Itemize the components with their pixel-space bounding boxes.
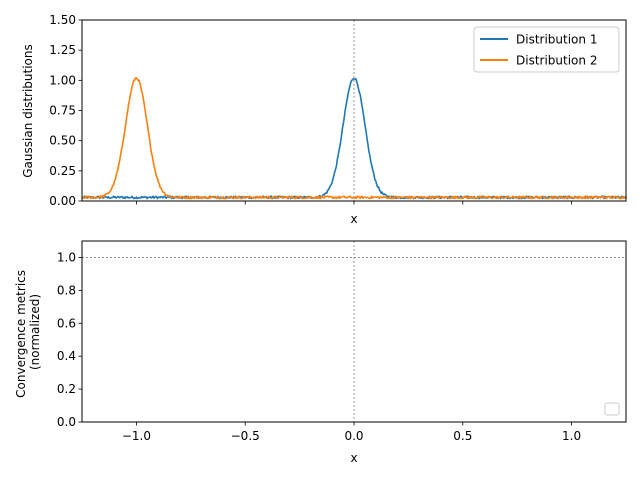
top-legend-box bbox=[473, 26, 620, 73]
top-series-group bbox=[81, 77, 627, 200]
bottom-y-tick-label: 0.8 bbox=[57, 283, 76, 297]
top-y-tick-label: 0.25 bbox=[49, 164, 76, 178]
top-y-tick-label: 1.25 bbox=[49, 43, 76, 57]
bottom-y-tick-label: 0.6 bbox=[57, 316, 76, 330]
bottom-y-axis: 0.0 0.2 0.4 0.6 0.8 1.0 bbox=[57, 250, 82, 429]
top-subplot: 0.00 0.25 0.50 0.75 1.00 1.25 1.50 x Gaussian … bbox=[21, 13, 627, 226]
bottom-x-tick-label: −1.0 bbox=[122, 429, 151, 443]
top-y-tick-label: 0.00 bbox=[49, 194, 76, 208]
bottom-legend-box bbox=[604, 402, 620, 416]
top-y-axis-label: Gaussian distributions bbox=[21, 44, 35, 178]
top-x-axis-label: x bbox=[350, 212, 357, 226]
bottom-y-axis-label: Convergence metrics (normalized) bbox=[14, 266, 42, 398]
legend-label-distribution-2: Distribution 2 bbox=[516, 54, 597, 68]
bottom-y-tick-label: 0.4 bbox=[57, 349, 76, 363]
top-legend: Distribution 1 Distribution 2 bbox=[473, 26, 620, 73]
bottom-subplot: 0.0 0.2 0.4 0.6 0.8 1.0 −1.0 −0.5 0.0 0.5 1.0 x C… bbox=[14, 240, 627, 465]
bottom-x-tick-label: 1.0 bbox=[562, 429, 581, 443]
bottom-x-tick-label: −0.5 bbox=[231, 429, 260, 443]
bottom-x-tick-label: 0.0 bbox=[344, 429, 363, 443]
bottom-y-tick-label: 1.0 bbox=[57, 250, 76, 264]
top-y-tick-label: 0.75 bbox=[49, 104, 76, 118]
bottom-x-axis: −1.0 −0.5 0.0 0.5 1.0 bbox=[122, 422, 581, 443]
bottom-plot-area bbox=[82, 241, 626, 422]
top-x-axis bbox=[135, 201, 572, 205]
legend-label-distribution-1: Distribution 1 bbox=[516, 33, 597, 47]
bottom-y-axis-label-line-2: (normalized) bbox=[28, 294, 42, 370]
top-y-tick-label: 0.50 bbox=[49, 134, 76, 148]
bottom-y-tick-label: 0.2 bbox=[57, 382, 76, 396]
top-y-tick-label: 1.50 bbox=[49, 13, 76, 27]
bottom-x-axis-label: x bbox=[350, 451, 357, 465]
top-y-axis: 0.00 0.25 0.50 0.75 1.00 1.25 1.50 bbox=[49, 13, 82, 208]
bottom-y-tick-label: 0.0 bbox=[57, 415, 76, 429]
bottom-x-tick-label: 0.5 bbox=[453, 429, 472, 443]
bottom-y-axis-label-line-1: Convergence metrics bbox=[14, 270, 28, 398]
series-line-distribution-2 bbox=[81, 77, 627, 200]
top-y-tick-label: 1.00 bbox=[49, 73, 76, 87]
